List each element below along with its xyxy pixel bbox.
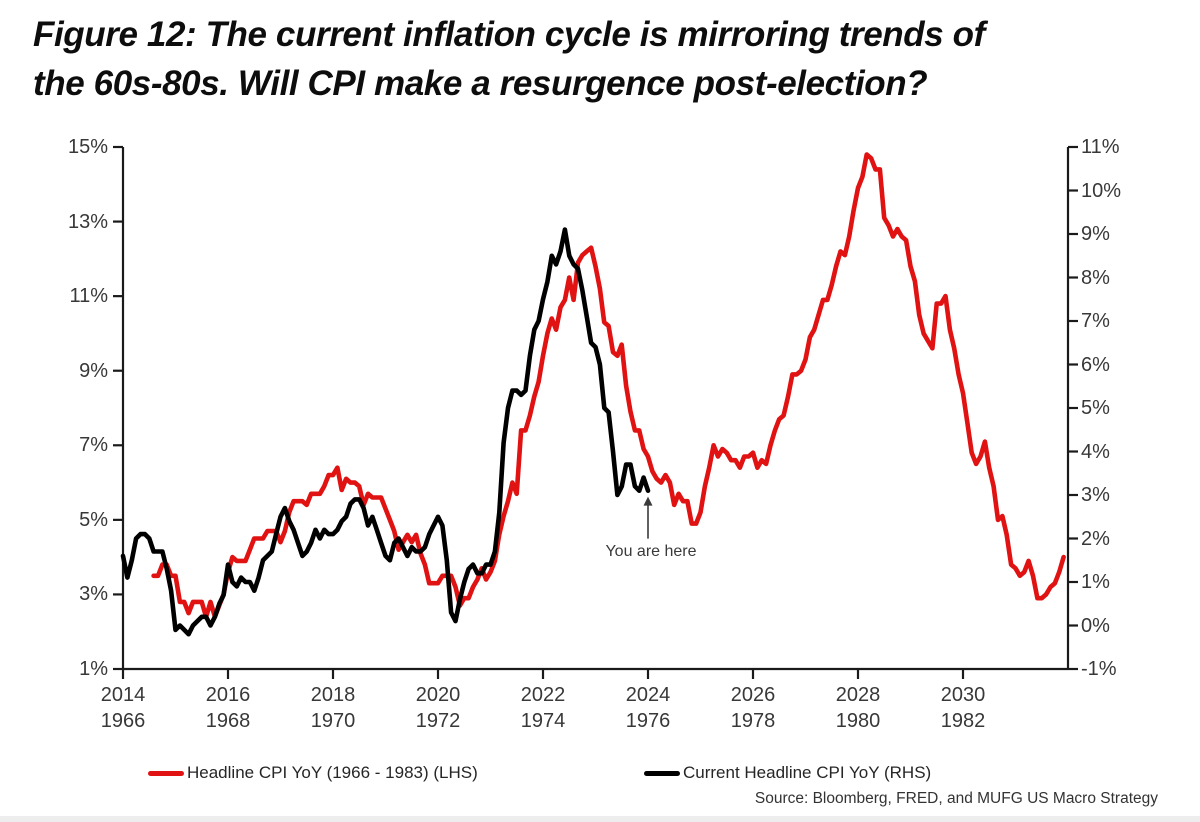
x-axis-year-label-top: 2016 bbox=[205, 684, 251, 706]
bottom-border bbox=[0, 816, 1200, 822]
headline-cpi-1966-1983-line bbox=[151, 152, 1066, 620]
x-axis-year-label-bottom: 1972 bbox=[415, 710, 461, 732]
you-are-here-annotation: You are here bbox=[605, 542, 697, 560]
y-axis-right-label: 1% bbox=[1081, 571, 1110, 593]
x-axis-year-label-bottom: 1982 bbox=[940, 710, 986, 732]
x-axis-year-label-bottom: 1970 bbox=[310, 710, 356, 732]
y-axis-left-label: 3% bbox=[79, 583, 108, 606]
x-axis-year-label-top: 2026 bbox=[730, 684, 776, 706]
y-axis-left-label: 11% bbox=[69, 285, 108, 308]
y-axis-right-label: 9% bbox=[1081, 223, 1110, 245]
x-axis-year-label-bottom: 1966 bbox=[100, 710, 146, 732]
x-axis-year-label-top: 2022 bbox=[520, 684, 566, 706]
y-axis-right-label: 11% bbox=[1081, 136, 1120, 158]
figure-title-line1: Figure 12: The current inflation cycle i… bbox=[33, 15, 985, 54]
x-axis-year-label-top: 2018 bbox=[310, 684, 356, 706]
x-axis-year-label-top: 2020 bbox=[415, 684, 461, 706]
y-axis-right-label: 6% bbox=[1081, 353, 1110, 376]
chart-legend: Headline CPI YoY (1966 - 1983) (LHS) Cur… bbox=[0, 758, 1200, 788]
y-axis-left-label: 15% bbox=[67, 136, 108, 158]
y-axis-right-label: 5% bbox=[1081, 397, 1110, 419]
y-axis-right-label: 10% bbox=[1081, 179, 1122, 202]
current-headline-cpi-line bbox=[120, 227, 651, 637]
x-axis-year-label-bottom: 1980 bbox=[835, 710, 881, 732]
red-line-swatch bbox=[148, 770, 184, 776]
x-axis-year-label-top: 2028 bbox=[835, 684, 881, 706]
y-axis-right-label: 7% bbox=[1081, 310, 1110, 332]
y-axis-right-label: 4% bbox=[1081, 440, 1110, 463]
legend-label-headline-cpi: Headline CPI YoY (1966 - 1983) (LHS) bbox=[187, 763, 478, 782]
x-axis-year-label-top: 2024 bbox=[625, 684, 671, 706]
x-axis-year-label-top: 2030 bbox=[940, 684, 986, 706]
x-axis-year-label-bottom: 1978 bbox=[730, 710, 776, 732]
y-axis-right-label: 8% bbox=[1081, 266, 1110, 289]
y-axis-left-label: 9% bbox=[79, 359, 108, 382]
legend-item-current-cpi: Current Headline CPI YoY (RHS) bbox=[644, 758, 931, 788]
y-axis-right-label: 0% bbox=[1081, 614, 1110, 637]
you-are-here-arrow-head bbox=[643, 496, 653, 506]
y-axis-right-label: -1% bbox=[1081, 658, 1117, 680]
y-axis-right-label: 2% bbox=[1081, 527, 1110, 550]
y-axis-left-label: 7% bbox=[79, 434, 108, 457]
figure-title: Figure 12: The current inflation cycle i… bbox=[33, 10, 1183, 108]
x-axis-year-label-bottom: 1968 bbox=[205, 710, 251, 732]
x-axis-year-label-bottom: 1976 bbox=[625, 710, 671, 732]
source-attribution: Source: Bloomberg, FRED, and MUFG US Mac… bbox=[754, 790, 1158, 807]
y-axis-left-label: 5% bbox=[79, 508, 108, 531]
y-axis-left-label: 13% bbox=[67, 210, 108, 233]
y-axis-left-label: 1% bbox=[79, 658, 108, 680]
legend-label-current-cpi: Current Headline CPI YoY (RHS) bbox=[683, 763, 932, 782]
black-line-swatch bbox=[644, 770, 680, 776]
legend-item-headline-cpi-1966-1983: Headline CPI YoY (1966 - 1983) (LHS) bbox=[148, 758, 478, 788]
x-axis-year-label-top: 2014 bbox=[100, 684, 146, 706]
figure-title-line2: the 60s-80s. Will CPI make a resurgence … bbox=[33, 64, 928, 103]
y-axis-right-label: 3% bbox=[1081, 484, 1110, 506]
x-axis-year-label-bottom: 1974 bbox=[520, 710, 566, 732]
